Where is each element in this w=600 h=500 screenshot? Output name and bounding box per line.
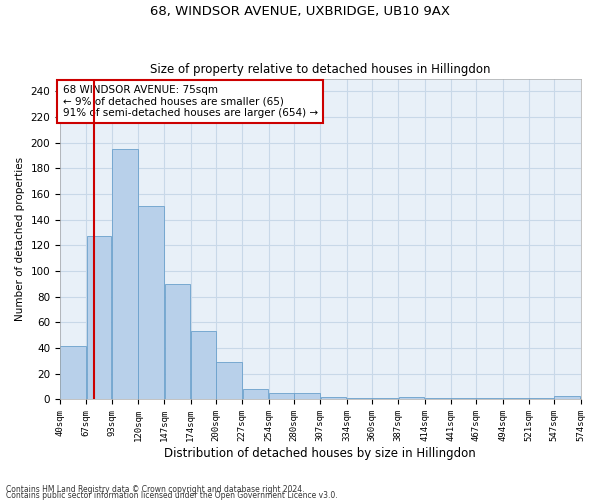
Bar — [347, 398, 371, 400]
Bar — [86, 236, 112, 400]
Text: Contains public sector information licensed under the Open Government Licence v3: Contains public sector information licen… — [6, 490, 338, 500]
Bar — [398, 397, 424, 400]
Bar — [451, 398, 476, 400]
Text: 68, WINDSOR AVENUE, UXBRIDGE, UB10 9AX: 68, WINDSOR AVENUE, UXBRIDGE, UB10 9AX — [150, 5, 450, 18]
Bar — [60, 346, 86, 400]
Bar — [476, 398, 502, 400]
X-axis label: Distribution of detached houses by size in Hillingdon: Distribution of detached houses by size … — [164, 447, 476, 460]
Bar — [164, 284, 190, 400]
Bar — [503, 398, 529, 400]
Text: 68 WINDSOR AVENUE: 75sqm
← 9% of detached houses are smaller (65)
91% of semi-de: 68 WINDSOR AVENUE: 75sqm ← 9% of detache… — [62, 85, 318, 118]
Bar — [112, 149, 138, 400]
Bar — [216, 362, 242, 400]
Bar — [269, 393, 293, 400]
Bar — [191, 332, 216, 400]
Y-axis label: Number of detached properties: Number of detached properties — [15, 157, 25, 321]
Bar — [242, 389, 268, 400]
Bar — [554, 396, 580, 400]
Title: Size of property relative to detached houses in Hillingdon: Size of property relative to detached ho… — [150, 63, 491, 76]
Text: Contains HM Land Registry data © Crown copyright and database right 2024.: Contains HM Land Registry data © Crown c… — [6, 485, 305, 494]
Bar — [294, 393, 320, 400]
Bar — [372, 398, 398, 400]
Bar — [425, 398, 451, 400]
Bar — [529, 398, 554, 400]
Bar — [320, 397, 346, 400]
Bar — [138, 206, 164, 400]
